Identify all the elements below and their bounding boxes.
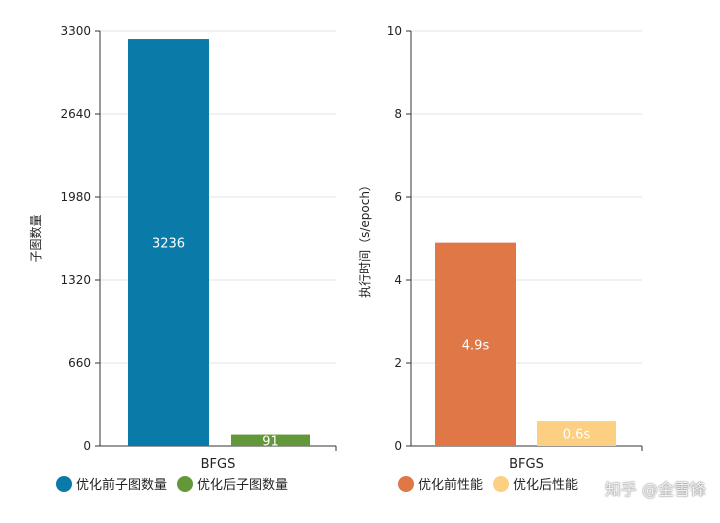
y-tick-label: 10 — [387, 24, 402, 38]
legend-item-before-count[interactable]: 优化前子图数量 — [56, 474, 167, 493]
bar — [435, 242, 516, 446]
legend-swatch-after-count — [177, 475, 194, 492]
legend-label-before-perf: 优化前性能 — [418, 478, 484, 493]
y-axis-label: 子图数量 — [28, 214, 43, 262]
legend-item-after-count[interactable]: 优化后子图数量 — [177, 474, 288, 493]
legend-swatch-before-perf — [398, 475, 414, 492]
y-tick-label: 3300 — [60, 24, 91, 38]
y-tick-label: 4 — [394, 273, 402, 287]
bar — [128, 39, 209, 446]
y-tick-label: 2640 — [60, 107, 91, 121]
y-tick-label: 6 — [394, 190, 402, 204]
y-tick-label: 0 — [394, 439, 402, 453]
x-tick-label: BFGS — [509, 457, 544, 472]
legend-label-after-perf: 优化后性能 — [513, 478, 579, 493]
bar-value-label: 0.6s — [563, 428, 591, 443]
legend-swatch-before-count — [56, 475, 72, 492]
bar-value-label: 3236 — [152, 237, 185, 252]
bar-value-label: 91 — [262, 434, 279, 449]
x-tick-label: BFGS — [201, 457, 236, 472]
bar — [537, 421, 616, 446]
bar — [231, 434, 310, 446]
legend-right: 优化前性能 优化后性能 — [398, 474, 578, 493]
y-tick-label: 1980 — [60, 190, 91, 204]
legend-item-before-perf[interactable]: 优化前性能 — [398, 474, 483, 493]
legend-label-after-count: 优化后子图数量 — [197, 478, 289, 493]
y-axis-label: 执行时间（s/epoch） — [358, 179, 372, 298]
legend-swatch-after-perf — [493, 475, 510, 492]
subgraph-count-chart: 0 660 1320 1980 2640 3300 子图数量 3236 91 BFGS — [28, 24, 337, 472]
bar-value-label: 4.9s — [462, 338, 490, 353]
y-tick-label: 1320 — [60, 273, 91, 287]
y-tick-label: 8 — [394, 107, 402, 121]
execution-time-chart: 0 2 4 6 8 10 执行时间（s/epoch） 4.9s 0.6s BFGS — [358, 24, 643, 472]
legend-item-after-perf[interactable]: 优化后性能 — [493, 474, 578, 493]
y-tick-label: 2 — [394, 356, 402, 370]
legend-label-before-count: 优化前子图数量 — [76, 478, 168, 493]
y-tick-label: 660 — [68, 356, 91, 370]
watermark-text: 知乎 @金雪锋 — [604, 480, 706, 499]
legend-left: 优化前子图数量 优化后子图数量 — [56, 474, 288, 493]
y-tick-label: 0 — [83, 439, 91, 453]
